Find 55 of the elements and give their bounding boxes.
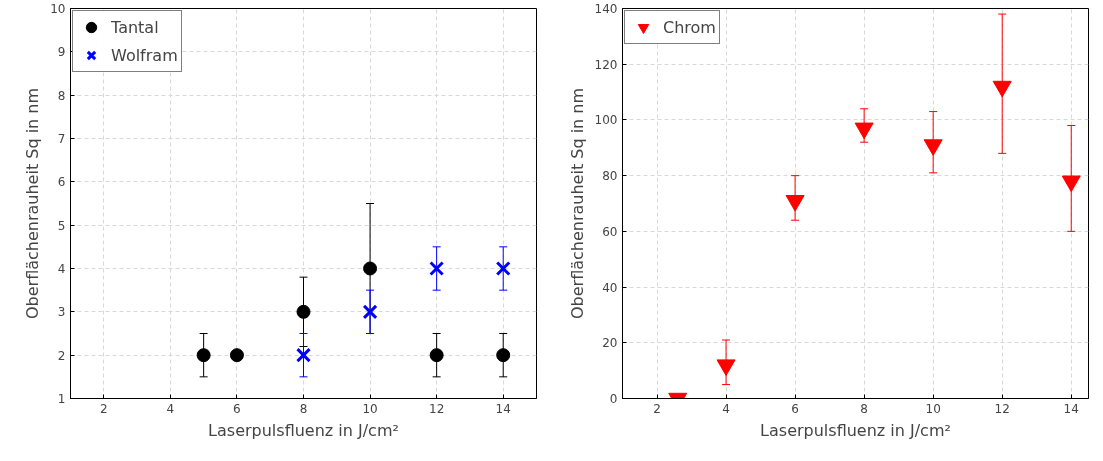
y-tick-label: 80 <box>602 169 618 184</box>
x-tick-label: 14 <box>1063 401 1079 416</box>
y-axis-title: Oberflächenrauheit Sq in nm <box>567 87 587 320</box>
x-tick-label: 4 <box>722 401 730 416</box>
y-tick-label: 120 <box>594 57 618 72</box>
y-tick-label: 6 <box>57 175 66 190</box>
point <box>295 347 312 363</box>
x-tick-label: 8 <box>299 401 308 416</box>
point <box>362 304 378 320</box>
y-tick-label: 140 <box>594 2 618 16</box>
x-axis-title: Laserpulsfluenz in J/cm² <box>760 420 951 440</box>
y-tick-label: 100 <box>594 113 618 128</box>
x-tick-label: 2 <box>99 401 108 416</box>
point <box>429 348 444 363</box>
point <box>429 260 445 277</box>
point <box>296 304 311 319</box>
y-tick-label: 0 <box>609 392 618 406</box>
point <box>196 348 211 363</box>
x-tick-label: 10 <box>362 401 378 416</box>
x-tick-label: 14 <box>495 401 511 416</box>
point <box>716 359 736 376</box>
x-tick-label: 6 <box>233 401 241 416</box>
y-tick-label: 2 <box>57 348 66 363</box>
point <box>1061 175 1081 193</box>
y-tick-label: 60 <box>602 224 618 239</box>
x-tick-label: 12 <box>429 401 445 416</box>
point <box>992 80 1012 98</box>
y-tick-label: 8 <box>57 88 66 103</box>
y-tick-label: 4 <box>57 262 66 276</box>
y-tick-label: 1 <box>57 392 66 406</box>
y-tick-label: 3 <box>57 305 66 320</box>
point <box>923 139 943 156</box>
y-tick-label: 9 <box>57 45 66 60</box>
y-tick-label: 10 <box>50 2 66 16</box>
x-tick-label: 6 <box>791 401 799 416</box>
point <box>496 348 511 363</box>
point <box>854 122 874 140</box>
point <box>785 195 805 212</box>
point <box>363 261 378 276</box>
legend-label: Tantal <box>111 17 159 37</box>
x-tick-label: 10 <box>925 401 941 416</box>
legend-label: Wolfram <box>111 45 178 65</box>
y-tick-label: 40 <box>602 280 618 295</box>
y-tick-label: 5 <box>57 218 66 233</box>
y-tick-label: 7 <box>57 132 66 146</box>
legend-label: Chrom <box>663 17 716 37</box>
x-tick-label: 4 <box>166 401 175 416</box>
x-tick-label: 2 <box>653 401 661 416</box>
x-tick-label: 12 <box>994 401 1010 416</box>
x-axis-title: Laserpulsfluenz in J/cm² <box>208 420 399 440</box>
point <box>495 260 511 277</box>
point <box>229 348 244 363</box>
y-axis-title: Oberflächenrauheit Sq in nm <box>23 87 43 320</box>
y-tick-label: 20 <box>602 336 618 351</box>
x-tick-label: 8 <box>860 401 868 416</box>
